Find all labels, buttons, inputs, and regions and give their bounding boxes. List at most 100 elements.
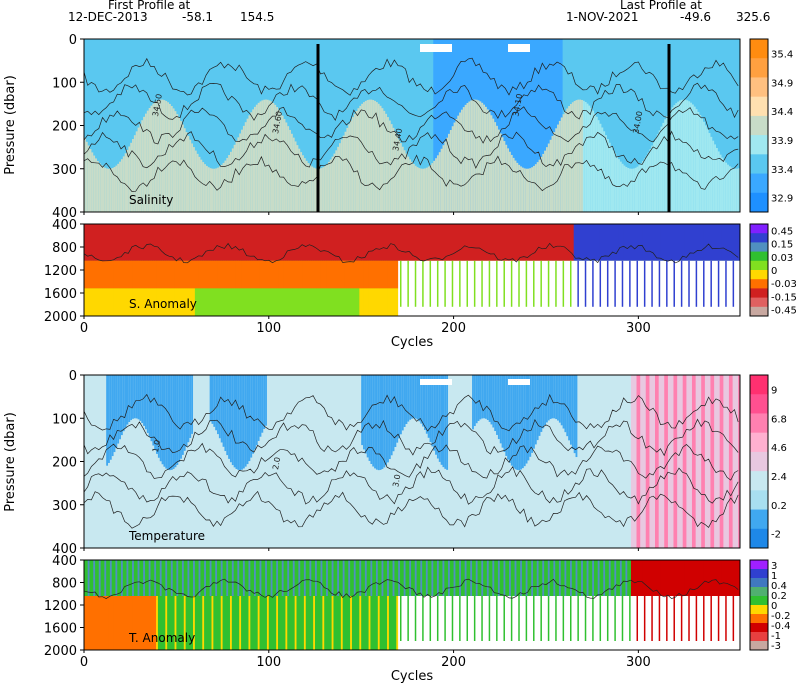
contour-line (83, 418, 739, 457)
profile-column (126, 224, 129, 261)
missing-data-gap (508, 379, 530, 385)
profile-column-deep (483, 104, 486, 212)
cold-layer (119, 375, 122, 440)
profile-column (211, 375, 214, 548)
profile-column (603, 39, 606, 212)
profile-column-deep (109, 288, 113, 316)
profile-column-deep (320, 168, 323, 212)
profile-column-deep (104, 288, 107, 316)
profile-column-deep (132, 288, 135, 316)
profile-column (159, 375, 163, 548)
profile-column (368, 224, 371, 261)
profile-column (649, 39, 652, 212)
profile-column (196, 560, 199, 596)
profile-column (679, 375, 682, 548)
profile-column (584, 560, 588, 596)
cold-layer (120, 375, 124, 436)
profile-column-deep (235, 288, 238, 316)
profile-column (189, 224, 192, 261)
profile-column (521, 39, 525, 212)
profile-column-deep (488, 112, 491, 212)
profile-column (217, 560, 220, 596)
profile-column (198, 560, 201, 596)
profile-column-deep (167, 596, 170, 650)
profile-column-deep (324, 288, 327, 316)
profile-column (422, 375, 425, 548)
profile-column-deep (728, 166, 732, 212)
profile-column-deep (379, 288, 382, 316)
profile-column (187, 560, 190, 596)
profile-column-sparse (636, 260, 639, 307)
profile-column (627, 375, 630, 548)
profile-column-deep (198, 156, 201, 212)
profile-gap (679, 596, 682, 650)
profile-column-deep (555, 128, 558, 212)
profile-column (514, 39, 517, 212)
profile-column-deep (599, 123, 602, 212)
profile-column-deep (738, 168, 741, 212)
profile-column (374, 560, 377, 596)
profile-gap (398, 260, 401, 316)
profile-column (124, 39, 127, 212)
profile-column (717, 560, 721, 596)
profile-column (259, 560, 262, 596)
profile-column-deep (100, 288, 103, 316)
profile-gap (427, 596, 430, 650)
profile-column (401, 560, 405, 596)
profile-column-deep (693, 106, 697, 212)
profile-column-deep (547, 143, 551, 212)
cold-layer (370, 375, 373, 464)
profile-column-deep (396, 596, 399, 650)
profile-column (333, 560, 336, 596)
profile-column (643, 39, 647, 212)
profile-column-deep (381, 288, 384, 316)
profile-column (414, 375, 418, 548)
profile-column-deep (215, 288, 218, 316)
profile-gap (472, 596, 475, 650)
profile-column-deep (558, 120, 562, 212)
profile-gap (545, 260, 549, 316)
colorbar-swatch (750, 192, 768, 213)
profile-column (686, 375, 689, 548)
profile-gap (411, 596, 414, 650)
profile-column-deep (303, 596, 307, 650)
profile-column (257, 560, 260, 596)
profile-column-deep (305, 160, 308, 212)
profile-column-deep (185, 596, 188, 650)
profile-column (187, 39, 190, 212)
cold-layer (540, 375, 543, 432)
cold-layer (143, 375, 146, 426)
profile-column-sparse (436, 596, 439, 641)
profile-column (706, 375, 709, 548)
profile-column (187, 375, 190, 548)
profile-column-deep (85, 288, 89, 316)
profile-gap (499, 260, 503, 316)
profile-gap (557, 260, 560, 316)
profile-column (629, 39, 632, 212)
profile-column (614, 560, 617, 596)
profile-column-deep (292, 596, 296, 650)
profile-column-deep (96, 596, 100, 650)
profile-column (222, 39, 225, 212)
profile-column-mid (274, 260, 277, 289)
profile-column (425, 39, 429, 212)
profile-column (120, 224, 124, 261)
profile-column (231, 224, 235, 261)
profile-column-deep (274, 104, 277, 212)
profile-column (568, 224, 571, 261)
profile-column-deep (292, 288, 296, 316)
profile-column (176, 560, 179, 596)
profile-column-sparse (414, 260, 417, 307)
profile-gap (605, 596, 608, 650)
profile-column (608, 224, 612, 261)
profile-column (645, 375, 649, 548)
profile-column (654, 224, 658, 261)
profile-column (568, 560, 571, 596)
cold-layer (176, 375, 179, 465)
profile-column (516, 560, 519, 596)
profile-column-deep (616, 156, 619, 212)
profile-column (627, 39, 630, 212)
profile-column (113, 375, 116, 548)
profile-column (85, 375, 89, 548)
